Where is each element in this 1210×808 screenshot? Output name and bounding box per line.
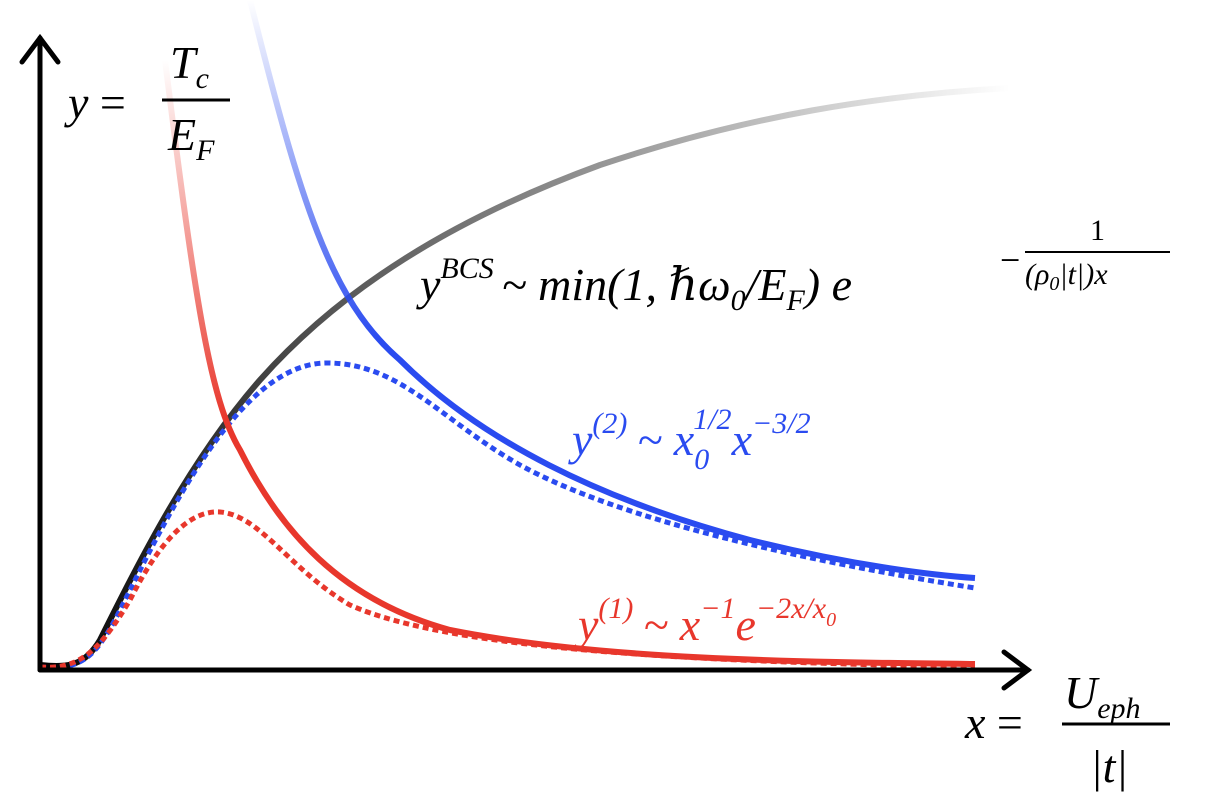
bcs-exponent-denominator: (ρ0|t|)x xyxy=(1025,258,1108,295)
axes xyxy=(19,33,1033,691)
label-part: ~ x xyxy=(637,414,694,465)
label-part: (2) xyxy=(592,407,627,440)
bcs-label: yBCS ~ min(1, ℏω0/EF) e xyxy=(416,252,852,317)
label-part: c xyxy=(196,62,209,95)
bcs-exponent-sign: − xyxy=(1000,240,1020,280)
label-part: y xyxy=(416,259,441,310)
bcs-curve xyxy=(39,85,1011,669)
label-part: y xyxy=(574,599,599,650)
label-part: ) e xyxy=(802,259,852,310)
y-axis-label: y = xyxy=(64,77,126,128)
x-axis-numerator: Ueph xyxy=(1064,667,1141,725)
label-part: BCS xyxy=(440,252,493,285)
label-part: −1 xyxy=(700,592,735,625)
y1-approx-curve xyxy=(39,509,976,670)
label-part: 0 xyxy=(826,609,836,631)
label-part: ~ x xyxy=(643,599,700,650)
y1-label: y(1) ~ x−1e−2x/x0 xyxy=(574,592,836,650)
label-part: (1) xyxy=(598,592,633,625)
x-axis-label: x = xyxy=(964,697,1023,748)
label-part: ~ min(1, ℏω xyxy=(502,259,731,310)
label-part: T xyxy=(170,37,199,88)
label-part: 0 xyxy=(731,284,746,317)
label-part: = xyxy=(100,77,126,128)
y2-approx-curve xyxy=(39,360,976,670)
label-part: F xyxy=(195,134,215,167)
label-part: y xyxy=(568,414,593,465)
label-part: 0 xyxy=(694,443,709,476)
label-part: −2x/x xyxy=(756,592,827,625)
label-part: eph xyxy=(1097,692,1140,725)
y1-curve xyxy=(162,59,976,667)
x-axis-denominator: |t| xyxy=(1090,741,1128,792)
label-part: F xyxy=(785,284,805,317)
bcs-exponent-numerator: 1 xyxy=(1090,214,1105,247)
label-part: e xyxy=(735,599,755,650)
y2-label: y(2) ~ x0 1/2x−3/2 xyxy=(568,403,811,476)
y2-curve xyxy=(247,0,976,581)
label-part: 1/2 xyxy=(693,403,731,436)
label-part: −3/2 xyxy=(752,407,811,440)
label-part: (ρ xyxy=(1025,258,1049,291)
y-axis-numerator: Tc xyxy=(170,37,209,95)
label-part: |t|)x xyxy=(1059,258,1108,291)
y-axis-denominator: EF xyxy=(167,109,215,167)
label-part: = xyxy=(997,697,1023,748)
label-part: x xyxy=(731,414,753,465)
label-part: x xyxy=(964,697,986,748)
label-part: y xyxy=(64,77,89,128)
label-part: 0 xyxy=(1049,273,1059,295)
label-part: E xyxy=(167,109,196,160)
label-part: U xyxy=(1064,667,1100,718)
label-part: /E xyxy=(743,259,787,310)
